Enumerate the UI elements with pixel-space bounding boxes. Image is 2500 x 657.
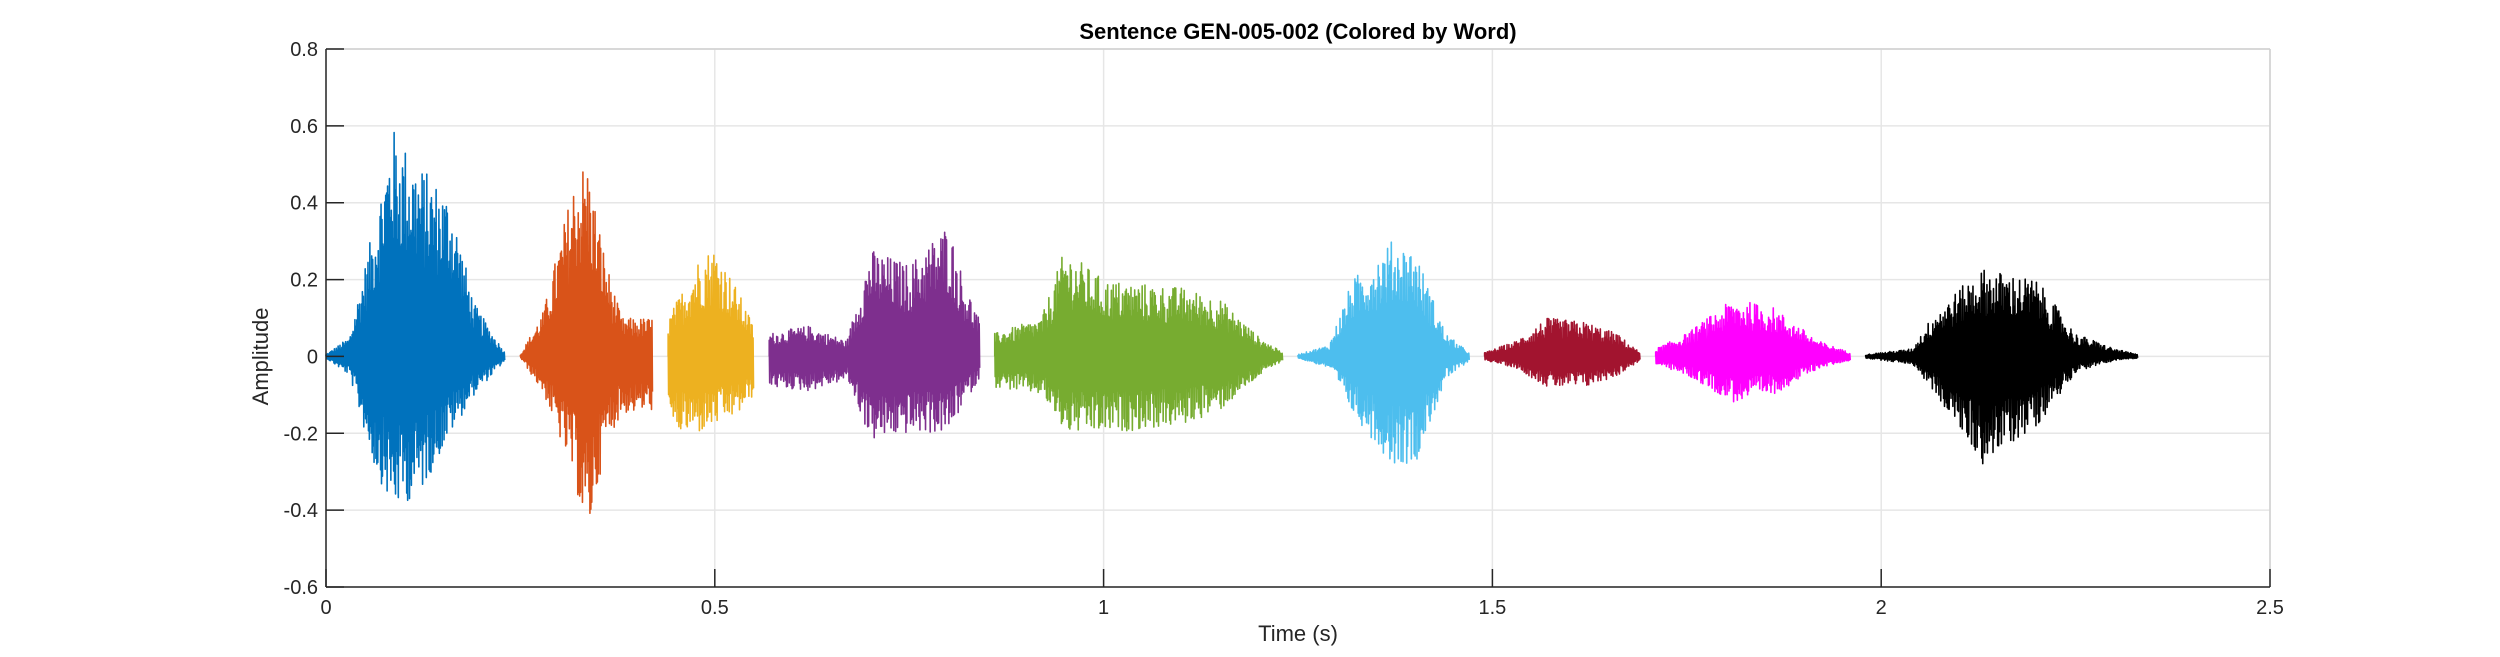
chart-title: Sentence GEN-005-002 (Colored by Word) (1079, 19, 1516, 44)
y-tick-label: 0.2 (290, 270, 318, 292)
series-group (325, 131, 2139, 514)
x-tick-label: 1 (1098, 597, 1109, 619)
y-tick-label: -0.2 (284, 423, 318, 445)
waveform-series-4 (768, 231, 981, 439)
waveform-series-2 (519, 171, 654, 514)
x-tick-label: 2.5 (2256, 597, 2284, 619)
waveform-series-5 (993, 256, 1284, 432)
waveform-series-7 (1483, 317, 1641, 387)
x-axis-label: Time (s) (1258, 621, 1338, 646)
y-tick-label: 0.6 (290, 116, 318, 138)
axes (325, 48, 2271, 588)
waveform-series-8 (1654, 301, 1852, 403)
y-axis-label: Amplitude (248, 308, 273, 406)
x-tick-label: 2 (1876, 597, 1887, 619)
x-tick-label: 0.5 (701, 597, 729, 619)
waveform-series-6 (1297, 241, 1471, 464)
x-tick-label: 0 (320, 597, 331, 619)
ticks: 0 0.5 1 1.5 2 2.5 -0.6 -0.4 -0.2 0 0.2 0.4 0.6 0.8 (284, 39, 2284, 619)
waveform-series-3 (667, 254, 755, 432)
y-tick-label: -0.6 (284, 577, 318, 599)
y-tick-label: -0.4 (284, 500, 318, 522)
y-tick-label: 0.4 (290, 193, 318, 215)
waveform-series-1 (325, 131, 506, 502)
x-tick-label: 1.5 (1478, 597, 1506, 619)
y-tick-label: 0.8 (290, 39, 318, 61)
y-tick-label: 0 (307, 346, 318, 368)
plot-area (326, 49, 2270, 587)
waveform-series-9 (1864, 269, 2139, 465)
